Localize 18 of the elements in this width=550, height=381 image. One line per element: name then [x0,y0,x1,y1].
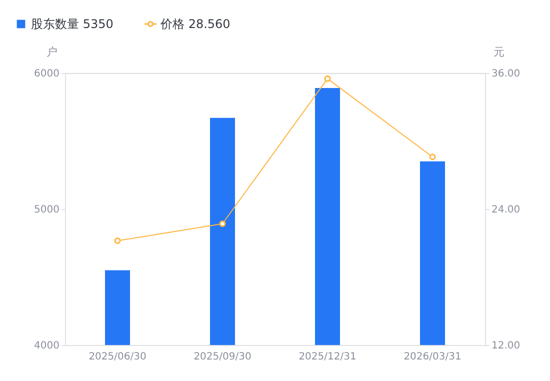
y2-tick-label: 12.00 [492,340,520,352]
y-axis-title: 户 [46,46,58,58]
y2-tick-label: 36.00 [492,68,520,80]
y-tick-label: 5000 [34,204,60,216]
x-tick-label: 2025/06/30 [88,352,146,362]
point [219,220,226,227]
y2-tick-label: 24.00 [492,204,520,216]
y2-axis-title: 元 [494,46,504,58]
legend-label: 股东数量 5350 [31,17,114,31]
y-tick-label: 6000 [34,68,60,80]
x-tick-label: 2026/03/31 [404,352,462,362]
x-tick-label: 2025/09/30 [194,352,252,362]
legend-label: 价格 28.560 [160,17,230,31]
point [114,237,121,244]
point [429,154,436,160]
x-tick-label: 2025/12/31 [298,352,356,362]
point [324,75,331,82]
y-tick-label: 4000 [34,340,60,352]
